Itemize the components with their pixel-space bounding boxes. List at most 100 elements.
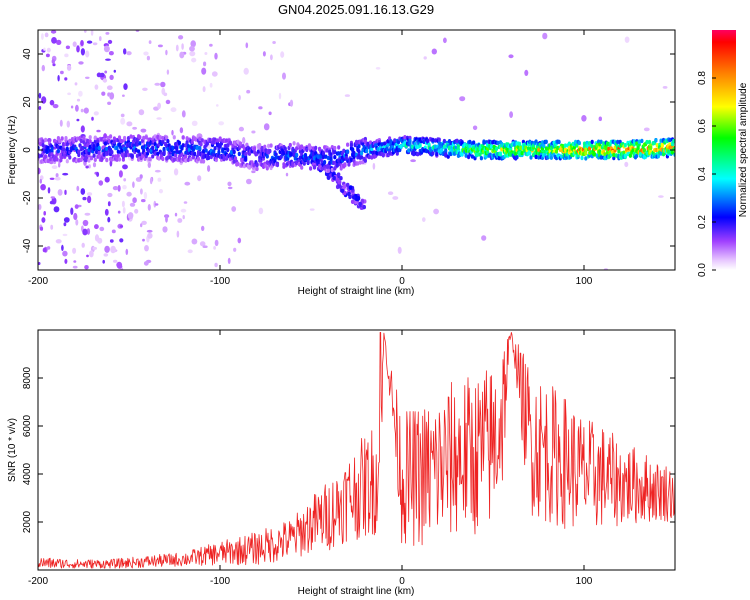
colorbar: 0.0 0.2 0.4 0.6 0.8 Normalized spectral ampl… bbox=[697, 30, 749, 277]
spectrogram-x-ticks: -200 -100 0 100 bbox=[28, 30, 593, 287]
spectrogram-ridge-cell bbox=[575, 143, 579, 148]
spectrogram-ridge-cell bbox=[123, 135, 127, 141]
spectrogram-noise-cell bbox=[57, 75, 60, 82]
spectrogram-ridge-cell bbox=[302, 146, 306, 151]
snr-y-axis-label: SNR (10 * v/v) bbox=[7, 418, 18, 482]
spectrogram-noise-cell bbox=[88, 164, 91, 169]
spectrogram-ridge-cell bbox=[316, 154, 320, 159]
spectrogram-ridge-cell bbox=[184, 158, 188, 163]
spectrogram-noise-cell bbox=[61, 244, 64, 251]
spectrogram-ridge-cell bbox=[381, 151, 385, 157]
spectrogram-ridge-cell bbox=[500, 147, 504, 152]
spectrogram-noise-cell bbox=[231, 206, 237, 212]
spectrogram-ridge-cell bbox=[283, 146, 287, 151]
spectrogram-ridge-cell bbox=[233, 145, 238, 150]
spectrogram-ridge-cell bbox=[376, 147, 380, 152]
spectrogram-noise-cell bbox=[165, 49, 168, 56]
spectrogram-ridge-cell bbox=[112, 136, 116, 141]
spectrogram-noise-cell bbox=[154, 203, 159, 206]
spectrogram-noise-cell bbox=[49, 177, 55, 180]
spectrogram-ridge-cell bbox=[56, 145, 61, 150]
spectrogram-noise-cell bbox=[94, 234, 100, 242]
spectrogram-noise-cell bbox=[81, 242, 85, 248]
spectrogram-noise-cell bbox=[67, 92, 71, 96]
spectrogram-noise-cell bbox=[187, 249, 193, 254]
spectrogram-ridge-cell bbox=[599, 155, 603, 160]
spectrogram-ridge-cell bbox=[437, 137, 441, 142]
spectrogram-ridge-cell bbox=[125, 149, 129, 154]
spectrogram-noise-cell bbox=[126, 121, 133, 127]
spectrogram-noise-cell bbox=[98, 180, 104, 186]
snr-x-tick-label: 100 bbox=[576, 576, 593, 587]
spectrogram-noise-cell bbox=[214, 52, 218, 60]
spectrogram-noise-cell bbox=[84, 265, 89, 270]
spectrogram-noise-cell bbox=[598, 116, 602, 122]
spectrogram-ridge-cell bbox=[321, 154, 325, 160]
spectrogram-ridge-cell bbox=[207, 155, 211, 160]
spectrogram-ridge-cell bbox=[79, 138, 83, 144]
spectrogram-noise-cell bbox=[387, 191, 394, 195]
spectrogram-ridge-cell bbox=[171, 145, 175, 151]
spectrogram-ridge-cell bbox=[253, 146, 257, 151]
spectrogram-noise-cell bbox=[41, 64, 45, 72]
spectrogram-ridge-cell bbox=[64, 136, 68, 141]
spectrogram-ridge-cell bbox=[560, 154, 564, 159]
spectrogram-noise-cell bbox=[431, 48, 437, 55]
spectrogram-noise-cell bbox=[39, 226, 44, 231]
spectrogram-ridge-cell bbox=[282, 150, 286, 156]
spectrogram-ridge-cell bbox=[478, 152, 482, 157]
spectrogram-ridge-cell bbox=[263, 144, 267, 149]
spectrogram-noise-cell bbox=[62, 250, 68, 257]
colorbar-ticks: 0.0 0.2 0.4 0.6 0.8 bbox=[697, 71, 716, 277]
spectrogram-noise-cell bbox=[51, 59, 55, 64]
spectrogram-y-tick-label: 0 bbox=[22, 147, 33, 153]
spectrogram-ridge-cell bbox=[265, 154, 269, 159]
spectrogram-noise-cell bbox=[160, 81, 166, 88]
spectrogram-noise-cell bbox=[433, 208, 439, 215]
spectrogram-ridge-cell bbox=[38, 141, 43, 147]
spectrogram-noise-cell bbox=[63, 222, 67, 227]
spectrogram-ridge-cell bbox=[138, 141, 142, 146]
spectrogram-noise-cell bbox=[246, 89, 251, 94]
spectrogram-ridge-cell bbox=[202, 159, 206, 164]
spectrogram-ridge-cell bbox=[86, 138, 90, 144]
spectrogram-ridge-cell bbox=[561, 144, 565, 149]
spectrogram-ridge-cell bbox=[151, 154, 155, 159]
spectrogram-ridge-cell bbox=[388, 150, 392, 156]
spectrogram-noise-cell bbox=[263, 123, 270, 131]
spectrogram-ridge-cell bbox=[580, 155, 584, 161]
spectrogram-ridge-cell bbox=[311, 151, 315, 157]
spectrogram-ridge-cell bbox=[228, 140, 232, 145]
spectrogram-noise-cell bbox=[170, 107, 177, 113]
spectrogram-noise-cell bbox=[218, 121, 225, 126]
spectrogram-ridge-cell bbox=[180, 152, 184, 157]
spectrogram-noise-cell bbox=[58, 162, 61, 168]
spectrogram-noise-cell bbox=[91, 116, 94, 121]
spectrogram-noise-cell bbox=[85, 76, 90, 80]
spectrogram-ridge-cell bbox=[204, 148, 208, 153]
spectrogram-noise-cell bbox=[84, 212, 91, 216]
spectrogram-ridge-cell bbox=[326, 165, 331, 170]
spectrogram-ridge-cell bbox=[616, 139, 620, 145]
spectrogram-ridge-cell bbox=[216, 138, 220, 143]
spectrogram-ridge-cell bbox=[89, 155, 94, 161]
spectrogram-noise-cell bbox=[73, 260, 77, 263]
spectrogram-ridge-cell bbox=[349, 157, 353, 162]
spectrogram-noise-cell bbox=[87, 195, 92, 204]
spectrogram-ridge-cell bbox=[468, 143, 472, 149]
spectrogram-ridge-cell bbox=[354, 139, 359, 145]
spectrogram-ridge-cell bbox=[407, 148, 411, 153]
spectrogram-noise-cell bbox=[54, 176, 61, 181]
spectrogram-ridge-cell bbox=[292, 141, 296, 146]
spectrogram-ridge-cell bbox=[200, 138, 204, 143]
spectrogram-marks bbox=[38, 30, 675, 270]
spectrogram-noise-cell bbox=[132, 197, 137, 204]
spectrogram-branch-cell bbox=[332, 175, 336, 181]
spectrogram-noise-cell bbox=[201, 67, 207, 75]
spectrogram-ridge-cell bbox=[105, 146, 109, 152]
spectrogram-ridge-cell bbox=[117, 135, 122, 140]
spectrogram-noise-cell bbox=[211, 71, 218, 77]
spectrogram-ridge-cell bbox=[233, 156, 238, 161]
